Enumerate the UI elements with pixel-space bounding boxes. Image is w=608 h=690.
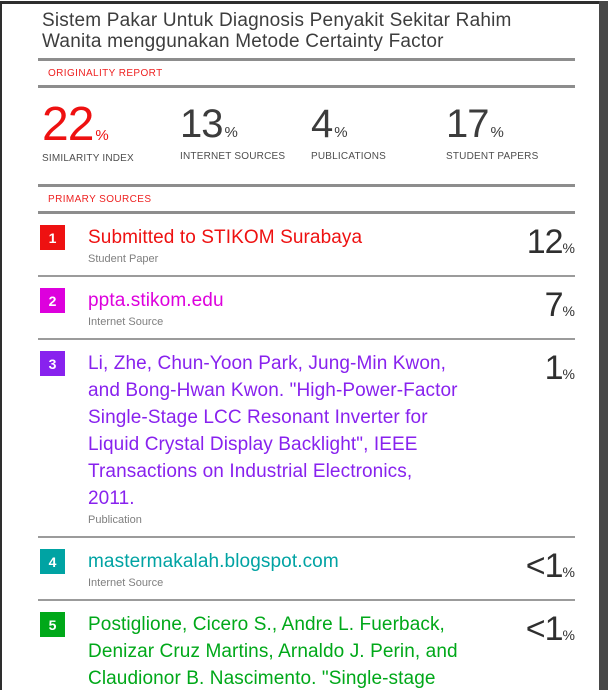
source-percent-sign: % xyxy=(562,240,575,256)
divider xyxy=(38,85,575,88)
stat-label: SIMILARITY INDEX xyxy=(42,153,134,164)
stat-item: 13 % INTERNET SOURCES xyxy=(180,101,311,164)
summary-stats: 22 % SIMILARITY INDEX 13 % INTERNET SOUR… xyxy=(42,101,575,165)
viewer-edge-left xyxy=(0,1,2,690)
source-number-badge[interactable]: 5 xyxy=(40,612,65,637)
source-percent-value: 1 xyxy=(544,349,564,387)
viewer-edge-top xyxy=(0,1,608,4)
stat-label: PUBLICATIONS xyxy=(311,151,387,162)
divider xyxy=(38,58,575,61)
source-details: Submitted to STIKOM Surabaya Student Pap… xyxy=(88,224,458,265)
source-title[interactable]: Li, Zhe, Chun-Yoon Park, Jung-Min Kwon, … xyxy=(88,353,458,509)
source-percent: 1% xyxy=(545,350,575,386)
source-row: 4 mastermakalah.blogspot.com Internet So… xyxy=(38,538,575,601)
stat-number: 13 xyxy=(180,102,223,146)
stat-percent-sign: % xyxy=(334,124,348,141)
stat-percent-sign: % xyxy=(490,124,504,141)
source-title[interactable]: mastermakalah.blogspot.com xyxy=(88,551,339,572)
stat-value: 22 % xyxy=(42,101,180,149)
stat-item: 22 % SIMILARITY INDEX xyxy=(42,101,180,165)
stat-item: 17 % STUDENT PAPERS xyxy=(446,101,538,164)
source-number-badge[interactable]: 4 xyxy=(40,549,65,574)
source-percent: 12% xyxy=(527,224,575,260)
report-content: Sistem Pakar Untuk Diagnosis Penyakit Se… xyxy=(38,0,575,690)
stat-value: 13 % xyxy=(180,101,311,147)
source-type-label: Internet Source xyxy=(88,316,164,328)
source-percent-sign: % xyxy=(562,366,575,382)
source-title[interactable]: Submitted to STIKOM Surabaya xyxy=(88,227,363,248)
source-percent-sign: % xyxy=(562,564,575,580)
stat-value: 17 % xyxy=(446,101,538,147)
divider xyxy=(38,211,575,214)
source-percent-sign: % xyxy=(562,303,575,319)
stat-value: 4 % xyxy=(311,101,446,147)
source-percent-value: <1 xyxy=(525,610,564,648)
source-details: Postiglione, Cicero S., Andre L. Fuerbac… xyxy=(88,611,458,690)
source-type-label: Internet Source xyxy=(88,577,164,589)
source-title[interactable]: Postiglione, Cicero S., Andre L. Fuerbac… xyxy=(88,614,458,689)
source-percent: <1% xyxy=(526,548,575,584)
document-title: Sistem Pakar Untuk Diagnosis Penyakit Se… xyxy=(42,10,512,52)
source-number-badge[interactable]: 1 xyxy=(40,225,65,250)
source-percent: <1% xyxy=(526,611,575,647)
stat-item: 4 % PUBLICATIONS xyxy=(311,101,446,164)
source-row: 1 Submitted to STIKOM Surabaya Student P… xyxy=(38,214,575,277)
originality-report-label: ORIGINALITY REPORT xyxy=(48,68,163,79)
stat-number: 4 xyxy=(311,102,333,146)
source-title[interactable]: ppta.stikom.edu xyxy=(88,290,224,311)
stat-label: STUDENT PAPERS xyxy=(446,151,539,162)
primary-sources-label: PRIMARY SOURCES xyxy=(48,194,152,205)
source-details: ppta.stikom.edu Internet Source xyxy=(88,287,458,328)
source-details: Li, Zhe, Chun-Yoon Park, Jung-Min Kwon, … xyxy=(88,350,458,526)
stat-number: 17 xyxy=(446,102,489,146)
divider xyxy=(38,184,575,187)
source-row: 3 Li, Zhe, Chun-Yoon Park, Jung-Min Kwon… xyxy=(38,340,575,538)
source-percent-value: 12 xyxy=(526,223,564,261)
stat-percent-sign: % xyxy=(224,124,238,141)
stat-label: INTERNET SOURCES xyxy=(180,151,286,162)
source-percent: 7% xyxy=(545,287,575,323)
source-details: mastermakalah.blogspot.com Internet Sour… xyxy=(88,548,458,589)
source-row: 5 Postiglione, Cicero S., Andre L. Fuerb… xyxy=(38,601,575,690)
source-type-label: Publication xyxy=(88,514,142,526)
source-percent-sign: % xyxy=(562,627,575,643)
source-type-label: Student Paper xyxy=(88,253,159,265)
viewer-edge-right xyxy=(599,1,608,690)
sources-list: 1 Submitted to STIKOM Surabaya Student P… xyxy=(38,214,575,690)
source-percent-value: 7 xyxy=(544,286,564,324)
stat-percent-sign: % xyxy=(95,127,109,144)
source-row: 2 ppta.stikom.edu Internet Source 7% xyxy=(38,277,575,340)
stat-number: 22 xyxy=(42,98,94,151)
source-percent-value: <1 xyxy=(525,547,564,585)
source-number-badge[interactable]: 2 xyxy=(40,288,65,313)
source-number-badge[interactable]: 3 xyxy=(40,351,65,376)
